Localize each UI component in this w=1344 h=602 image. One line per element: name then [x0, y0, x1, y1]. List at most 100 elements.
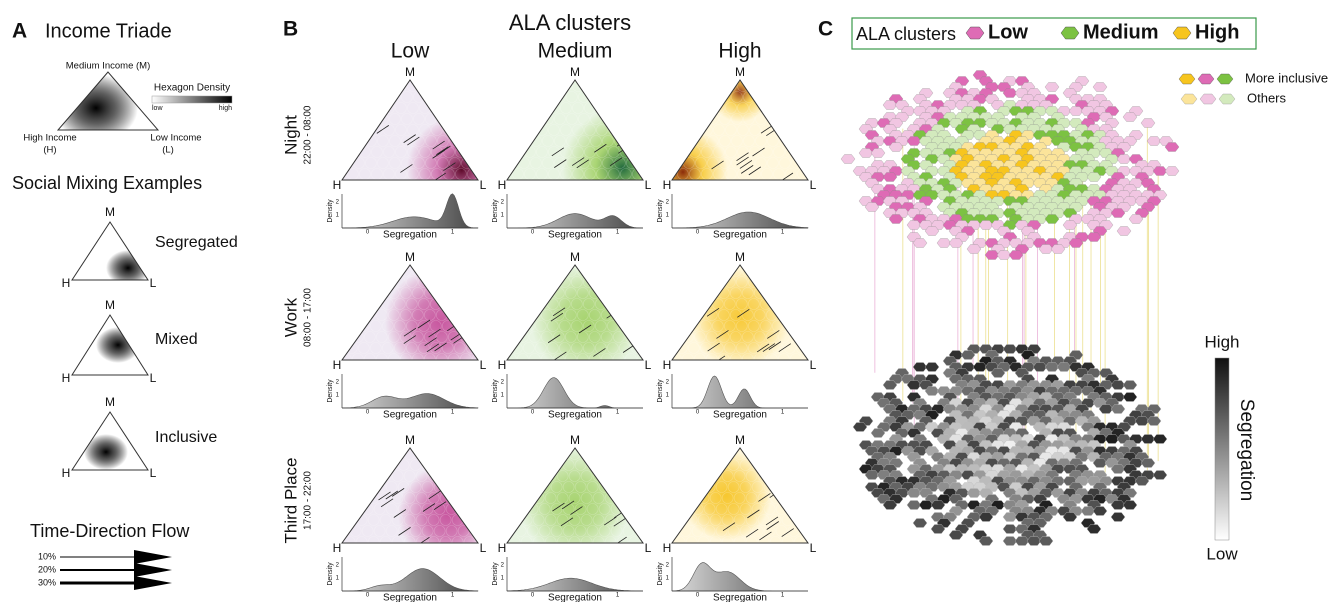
tick-label: 1 — [451, 230, 455, 236]
flow-dash — [766, 521, 779, 530]
tick-label: 0 — [696, 593, 700, 599]
flow-dash — [613, 493, 627, 503]
density-blob — [96, 327, 140, 363]
vertex: H — [333, 358, 342, 372]
hex-cell — [1134, 476, 1150, 486]
section-title: Time-Direction Flow — [30, 521, 190, 541]
hex-cell — [1008, 250, 1024, 260]
flow-dash — [400, 164, 413, 173]
tick-label: 1 — [616, 410, 620, 416]
flow-dash — [758, 493, 771, 502]
tick-label: 0 — [531, 593, 535, 599]
tick-label: 2 — [501, 200, 505, 206]
hex-cell — [1044, 214, 1060, 224]
tick-label: 0 — [696, 410, 700, 416]
hex-cell — [924, 226, 940, 236]
hex-cell — [840, 154, 856, 164]
hex-cell — [870, 148, 886, 158]
flow-dash — [613, 517, 627, 527]
tick-label: 1 — [781, 593, 785, 599]
flow-dash — [740, 165, 754, 174]
axis-title: Density — [327, 199, 334, 223]
ternary-frame — [671, 447, 809, 544]
hex-cell — [882, 172, 898, 182]
tick-label: 1 — [336, 393, 340, 399]
density-hotspot — [672, 127, 728, 180]
flow-dash — [554, 351, 567, 360]
flow-dash — [434, 342, 447, 352]
flow-dash — [551, 147, 565, 157]
legend-title: ALA clusters — [856, 24, 956, 44]
flow-dash — [765, 516, 779, 526]
hex-cell — [948, 530, 964, 540]
tick-label: 1 — [451, 410, 455, 416]
hex-cell — [978, 512, 994, 522]
flow-dash — [376, 125, 390, 134]
flow-dash — [571, 157, 585, 166]
hex-cell — [948, 238, 964, 248]
legend-hex — [1218, 93, 1236, 105]
panel-title: Income Triade — [45, 20, 172, 42]
hex-cell — [924, 362, 940, 372]
vertex: M — [570, 65, 580, 79]
tick-label: 0 — [366, 593, 370, 599]
panel-label: B — [283, 18, 298, 41]
vertex: M — [570, 250, 580, 264]
vertex: L — [645, 178, 652, 192]
tick-label: 1 — [336, 576, 340, 582]
hex-cell — [1044, 82, 1060, 92]
vertex: L — [150, 371, 157, 385]
vertex: L — [810, 178, 817, 192]
hex-cell — [978, 536, 994, 546]
tick-label: 2 — [666, 380, 670, 386]
flow-dash — [737, 308, 750, 318]
tick-label: 1 — [781, 410, 785, 416]
flow-dash — [762, 343, 776, 352]
example-label: Mixed — [155, 331, 198, 348]
vertex-name: High Income — [23, 133, 76, 144]
axis-title: Density — [492, 379, 499, 403]
vertex: M — [570, 433, 580, 447]
tick-label: 1 — [781, 230, 785, 236]
density-blob — [106, 250, 148, 280]
legend-hex — [1172, 26, 1192, 40]
section-title: Social Mixing Examples — [12, 173, 202, 193]
density-hotspot — [406, 115, 478, 180]
density-curve — [672, 211, 809, 229]
legend-item: High — [1195, 21, 1239, 43]
row-label: Work — [281, 297, 300, 337]
flow-dash — [716, 330, 729, 339]
row-time: 22:00 - 08:00 — [303, 105, 314, 164]
flow-dash — [745, 528, 759, 538]
flow-dash — [706, 307, 720, 317]
colorbar-title: Segregation — [1236, 399, 1257, 501]
hex-cell — [1068, 238, 1084, 248]
flow-dash — [407, 136, 420, 146]
cluster-header: Low — [391, 40, 430, 63]
flow-dash — [436, 146, 449, 156]
legend-hex — [1199, 93, 1217, 105]
flow-level: 20% — [38, 564, 56, 574]
flow-dash — [385, 490, 399, 500]
flow-level: 10% — [38, 551, 56, 561]
vertex: M — [405, 250, 415, 264]
legend-hex — [1060, 26, 1080, 40]
arrow-head — [134, 563, 172, 577]
vertex: H — [62, 276, 71, 290]
flow-dash — [432, 140, 445, 150]
vertex: H — [498, 541, 507, 555]
flow-dash — [578, 324, 592, 334]
flow-dash — [747, 509, 760, 519]
flow-dash — [426, 343, 440, 353]
ternary-frame — [506, 264, 644, 361]
tick-label: 1 — [616, 230, 620, 236]
legend-hex — [1197, 73, 1215, 85]
vertex: L — [810, 358, 817, 372]
arrow-head — [134, 550, 172, 564]
tick-label: 2 — [336, 563, 340, 569]
flow-level: 30% — [38, 577, 56, 587]
flow-dash — [561, 500, 575, 510]
vertex: H — [663, 541, 672, 555]
row-label: Third Place — [281, 458, 300, 544]
flow-dash — [417, 319, 431, 329]
